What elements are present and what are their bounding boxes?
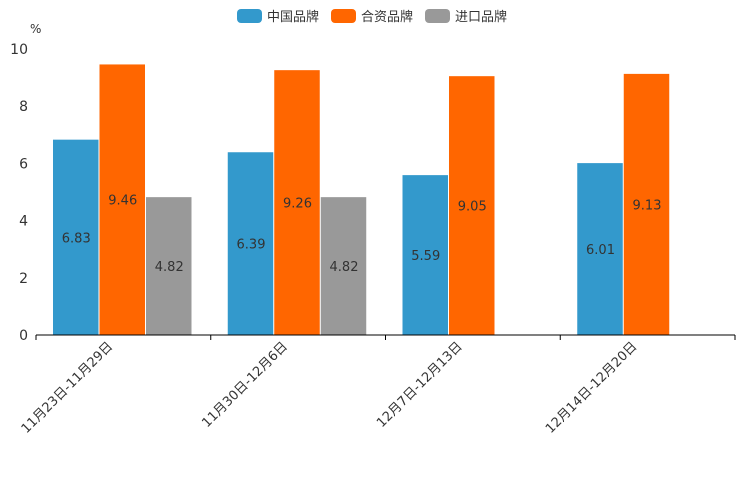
bar — [402, 175, 448, 335]
data-label: 9.26 — [283, 197, 312, 212]
legend-item-imported[interactable]: 进口品牌 — [425, 6, 507, 25]
legend-label-domestic: 中国品牌 — [266, 10, 319, 25]
legend-swatch-joint-venture — [330, 8, 356, 23]
bar — [99, 64, 145, 335]
data-label: 6.39 — [237, 238, 266, 253]
legend-swatch-imported — [425, 8, 450, 23]
y-axis-unit: % — [30, 22, 41, 36]
bar — [577, 163, 623, 335]
x-tick-label: 11月30日-12月6日 — [199, 339, 291, 431]
bar — [320, 197, 367, 335]
bar — [227, 152, 274, 335]
y-tick-label: 4 — [19, 214, 28, 230]
data-label: 6.83 — [62, 231, 91, 246]
legend-item-domestic[interactable]: 中国品牌 — [236, 6, 319, 25]
legend-label-joint-venture: 合资品牌 — [360, 10, 413, 25]
y-tick-label: 8 — [19, 99, 28, 115]
bar — [623, 73, 670, 335]
data-label: 9.13 — [633, 198, 662, 213]
data-label: 6.01 — [586, 243, 615, 258]
legend-swatch-domestic — [236, 8, 262, 23]
data-label: 4.82 — [330, 260, 359, 275]
bar — [274, 70, 320, 335]
data-label: 9.05 — [458, 200, 487, 215]
bar — [53, 139, 99, 335]
bar — [146, 197, 192, 335]
x-tick-label: 12月7日-12月13日 — [374, 339, 466, 431]
x-tick-label: 12月14日-12月20日 — [543, 339, 640, 436]
y-tick-label: 6 — [19, 156, 28, 172]
bar — [449, 76, 495, 336]
y-tick-label: 2 — [19, 271, 28, 287]
data-label: 4.82 — [155, 260, 184, 275]
data-label: 9.46 — [108, 194, 137, 209]
y-tick-label: 0 — [19, 328, 28, 344]
y-tick-label: 10 — [10, 42, 28, 58]
data-label: 5.59 — [411, 249, 440, 264]
legend-item-joint-venture[interactable]: 合资品牌 — [330, 6, 413, 25]
legend: 中国品牌 合资品牌 进口品牌 — [0, 6, 744, 25]
x-tick-label: 11月23日-11月29日 — [19, 339, 116, 436]
legend-label-imported: 进口品牌 — [455, 10, 508, 25]
